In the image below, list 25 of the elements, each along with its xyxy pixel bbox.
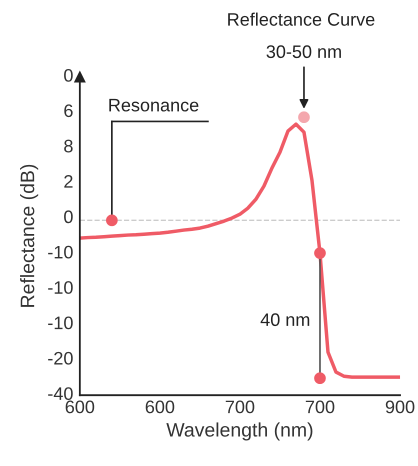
text: 0 (64, 68, 73, 82)
text: -10 (48, 281, 73, 294)
text: -40 (48, 387, 73, 400)
text: 6 (64, 104, 73, 118)
text: 0 (64, 210, 73, 224)
text: 30-50 nm (266, 45, 341, 58)
point (298, 111, 310, 124)
y-axis-title: Reflectance (dB) (20, 164, 38, 307)
text: 2 (64, 175, 73, 188)
x-axis-title: Wavelength (nm) (166, 422, 312, 441)
text: -10 (48, 246, 73, 259)
point (314, 247, 326, 259)
x-tick-label: 700 (226, 400, 254, 414)
text: -20 (48, 352, 73, 365)
x-tick-label: 900 (386, 400, 414, 414)
chart-title: Reflectance Curve (228, 12, 374, 26)
x-tick-label: 600 (66, 400, 94, 414)
point (314, 372, 326, 384)
point (106, 214, 118, 226)
x-tick-label: 700 (306, 400, 334, 414)
x-tick-label: 600 (146, 400, 174, 414)
text: -10 (48, 316, 73, 330)
annotation: 40 nm (260, 313, 310, 326)
text: 8 (64, 140, 73, 152)
text: Resonance (109, 98, 198, 112)
